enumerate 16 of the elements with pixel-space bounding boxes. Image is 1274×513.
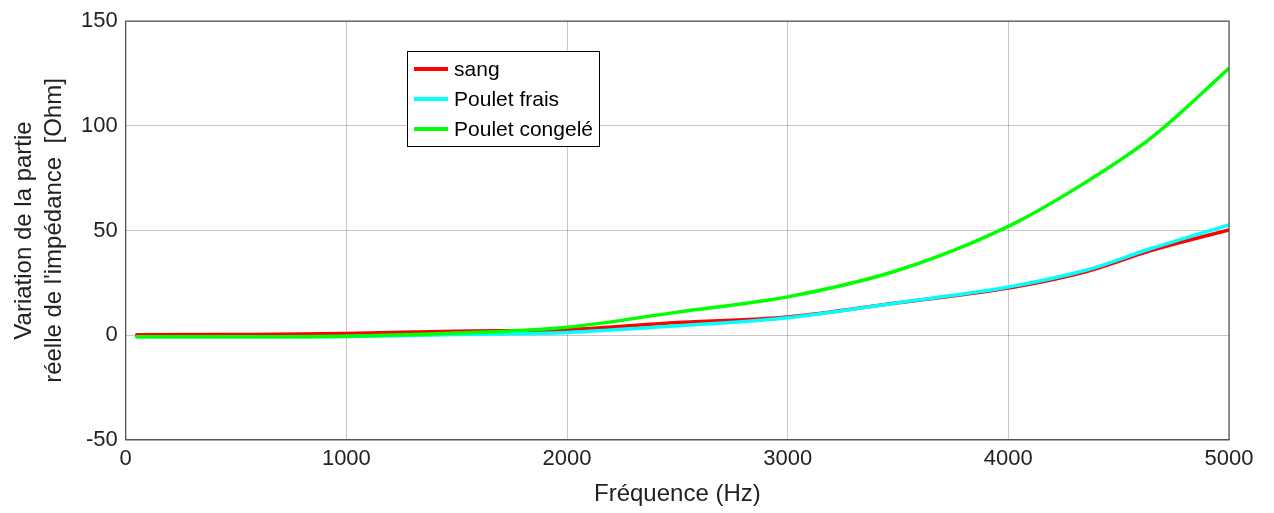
y-axis-title: Variation de la partie réelle de l'impédance [Ohm]: [8, 78, 66, 383]
x-tick-label: 4000: [983, 445, 1033, 471]
x-tick-label: 1000: [321, 445, 371, 471]
legend-label: Poulet congelé: [454, 116, 593, 141]
y-tick-label: 150: [80, 7, 118, 33]
y-tick-label: -50: [85, 425, 118, 451]
y-tick-label: 0: [105, 321, 118, 347]
line-series: [134, 66, 1229, 339]
y-tick-label: 50: [93, 216, 118, 242]
x-tick-label: 2000: [542, 445, 592, 471]
x-axis-title: Fréquence (Hz): [593, 479, 761, 507]
legend-label: Poulet frais: [454, 86, 560, 111]
y-tick-label: 100: [80, 111, 118, 137]
legend-label: sang: [454, 56, 500, 81]
x-tick-label: 5000: [1204, 445, 1254, 471]
x-tick-label: 3000: [763, 445, 813, 471]
